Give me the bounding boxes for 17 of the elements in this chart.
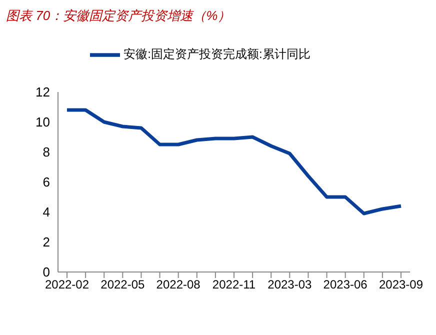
line-series — [65, 108, 403, 216]
chart-title: 图表 70：安徽固定资产投资增速（%） — [6, 7, 231, 25]
x-tick-label: 2023-06 — [323, 278, 368, 292]
y-tick-label: 10 — [36, 114, 50, 130]
x-tick-label: 2022-02 — [44, 278, 90, 292]
x-tick-label: 2023-09 — [378, 278, 424, 292]
y-tick-label: 2 — [42, 234, 50, 250]
y-tick-label: 0 — [42, 264, 50, 280]
y-tick-label: 4 — [42, 204, 50, 220]
x-tick-label: 2023-03 — [268, 278, 312, 292]
x-tick-label: 2022-11 — [212, 278, 256, 292]
y-tick-label: 8 — [42, 144, 50, 160]
x-tick-label: 2022-08 — [156, 278, 201, 292]
x-tick-label: 2022-05 — [100, 278, 146, 292]
y-tick-label: 6 — [42, 174, 50, 190]
y-tick-label: 12 — [36, 84, 50, 100]
legend-label: 安徽:固定资产投资完成额:累计同比 — [124, 47, 310, 62]
